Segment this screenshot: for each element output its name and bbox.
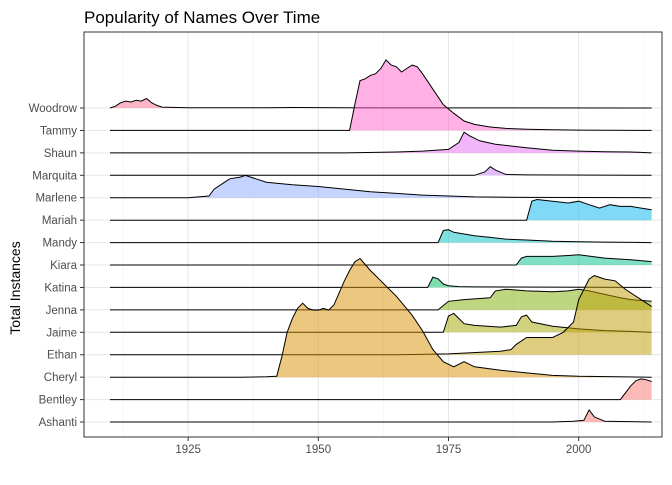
ridge-line-marlene [110,174,652,199]
y-tick-label: Kiara [50,260,77,272]
ridge-line-mariah [110,198,652,221]
panel-border [83,31,663,438]
ridge-area-bentley [110,378,652,400]
ridge-area-ashanti [110,410,652,422]
ridge-area-ethan [110,275,652,355]
y-axis: Woodrow Tammy Shaun Marquita Marlene Mariah Ma… [29,103,84,429]
chart-title: Popularity of Names Over Time [84,8,320,27]
ridge-area-jaime [110,313,652,333]
ridge-area-marquita [110,166,652,176]
y-tick-label: Cheryl [44,372,77,384]
ridge-line-woodrow [109,97,652,109]
y-tick-label: Jaime [46,327,77,339]
x-axis: 1925 1950 1975 2000 [175,437,591,456]
ridge-area-tammy [110,59,652,131]
y-tick-label: Jenna [46,305,78,317]
ridges [109,59,652,423]
y-tick-label: Shaun [44,148,77,160]
ridge-line-kiara [110,254,652,266]
ridge-area-kiara [110,254,652,265]
y-tick-label: Ashanti [39,417,77,429]
ridge-line-ashanti [110,409,652,423]
ridge-line-ethan [110,275,652,356]
x-tick-label: 2000 [566,444,592,456]
y-axis-title: Total Instances [7,241,23,334]
y-tick-label: Marquita [32,170,77,182]
x-tick-label: 1925 [175,444,201,456]
y-tick-label: Woodrow [29,103,78,115]
y-tick-label: Tammy [40,125,77,137]
y-tick-label: Marlene [35,193,77,205]
y-tick-label: Ethan [47,350,77,362]
ridge-area-mariah [110,199,652,221]
ridge-line-bentley [110,378,652,401]
ridge-area-mandy [110,229,652,243]
ridge-line-cheryl [110,257,652,378]
x-tick-label: 1950 [306,444,332,456]
x-tick-label: 1975 [436,444,462,456]
ridge-area-cheryl [110,258,652,378]
y-tick-label: Mandy [42,238,77,250]
ridge-line-marquita [110,166,652,176]
ridge-area-shaun [110,132,652,153]
ridge-line-katina [110,276,652,288]
y-tick-label: Bentley [39,395,78,407]
ridge-line-mandy [110,229,652,244]
ridge-line-shaun [110,131,652,154]
ridge-line-tammy [110,59,652,131]
y-tick-label: Mariah [42,215,77,227]
ridge-area-jenna [110,289,652,310]
y-tick-label: Katina [44,282,77,294]
ridge-area-marlene [110,175,652,198]
